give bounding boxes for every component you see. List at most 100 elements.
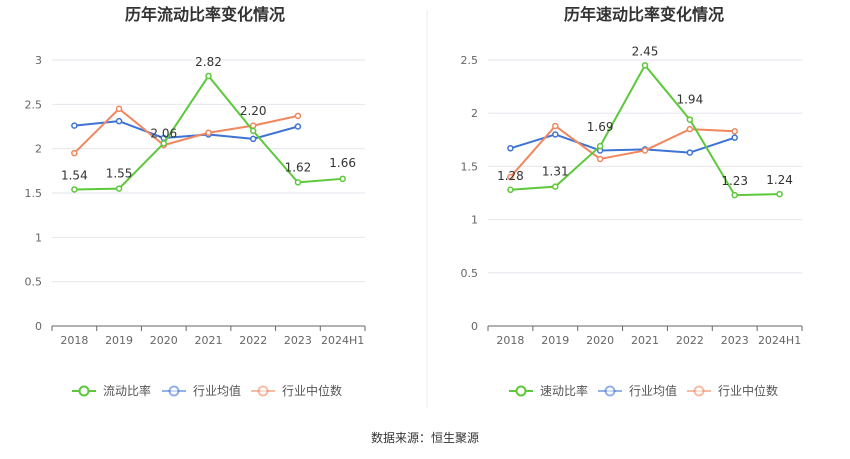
legend-marker-icon xyxy=(257,385,269,397)
series-line-industry-average xyxy=(74,120,299,140)
y-tick-label: 2.5 xyxy=(461,54,479,67)
x-tick-label: 2023 xyxy=(721,334,749,347)
data-label: 1.55 xyxy=(106,167,133,181)
data-point[interactable] xyxy=(71,149,78,157)
data-point[interactable] xyxy=(115,105,123,113)
data-point[interactable] xyxy=(596,155,604,163)
x-tick-label: 2020 xyxy=(150,334,178,347)
legend-label: 行业中位数 xyxy=(282,383,342,398)
data-point[interactable] xyxy=(686,149,694,156)
series-line-industry-median xyxy=(509,124,735,178)
x-tick-label: 2019 xyxy=(541,334,569,347)
data-point[interactable] xyxy=(686,116,694,123)
y-tick-label: 1 xyxy=(35,231,42,244)
data-point[interactable] xyxy=(249,135,257,143)
data-point[interactable] xyxy=(160,140,168,147)
y-tick-label: 1.5 xyxy=(25,187,43,200)
data-label: 1.94 xyxy=(676,93,703,107)
x-tick-label: 2020 xyxy=(586,334,614,347)
chart-title: 历年流动比率变化情况 xyxy=(125,5,285,24)
x-tick-label: 2024H1 xyxy=(758,334,801,347)
data-point[interactable] xyxy=(507,173,514,181)
data-point[interactable] xyxy=(552,122,559,130)
legend-marker-icon xyxy=(604,385,616,397)
data-point[interactable] xyxy=(249,127,257,135)
x-tick-label: 2021 xyxy=(195,334,223,347)
data-point[interactable] xyxy=(115,185,123,192)
x-tick-label: 2021 xyxy=(631,334,659,347)
data-point[interactable] xyxy=(552,183,559,190)
x-tick-label: 2018 xyxy=(496,334,524,347)
y-tick-label: 0 xyxy=(471,320,478,333)
legend-marker-icon xyxy=(693,385,705,397)
data-point[interactable] xyxy=(294,123,302,130)
x-tick-label: 2023 xyxy=(284,334,312,347)
y-tick-label: 2 xyxy=(471,107,478,120)
legend-item[interactable]: 行业均值 xyxy=(598,383,677,398)
series-line-industry-average xyxy=(510,133,736,154)
data-point[interactable] xyxy=(71,122,78,129)
data-point[interactable] xyxy=(205,72,212,80)
legend-marker-icon xyxy=(78,385,90,397)
legend-item[interactable]: 行业中位数 xyxy=(687,383,778,398)
data-label: 2.82 xyxy=(195,55,222,69)
data-label: 2.45 xyxy=(632,44,659,58)
data-label: 1.69 xyxy=(587,120,614,134)
x-tick-label: 2018 xyxy=(60,334,88,347)
legend-item[interactable]: 流动比率 xyxy=(72,383,151,398)
data-point[interactable] xyxy=(339,175,346,183)
data-label: 2.06 xyxy=(150,126,177,140)
data-point[interactable] xyxy=(71,186,78,193)
x-tick-label: 2019 xyxy=(105,334,133,347)
data-point[interactable] xyxy=(731,128,738,135)
y-tick-label: 2 xyxy=(35,143,42,156)
legend-item[interactable]: 速动比率 xyxy=(509,383,588,398)
data-point[interactable] xyxy=(507,145,514,152)
legend-label: 流动比率 xyxy=(103,383,151,398)
data-label: 1.54 xyxy=(61,168,88,182)
legend-label: 行业均值 xyxy=(629,383,677,398)
legend-label: 速动比率 xyxy=(540,383,588,398)
data-point[interactable] xyxy=(552,131,559,138)
y-tick-label: 1.5 xyxy=(461,160,479,173)
data-point[interactable] xyxy=(205,129,212,136)
data-point[interactable] xyxy=(596,142,604,150)
data-point[interactable] xyxy=(731,134,738,141)
data-point[interactable] xyxy=(294,179,302,186)
legend-label: 行业均值 xyxy=(193,383,241,398)
x-tick-label: 2022 xyxy=(239,334,267,347)
x-tick-label: 2022 xyxy=(676,334,704,347)
series-line-industry-median xyxy=(73,107,299,154)
data-point[interactable] xyxy=(115,117,123,125)
y-tick-label: 3 xyxy=(35,54,42,67)
data-label: 1.24 xyxy=(766,173,793,187)
data-point[interactable] xyxy=(294,112,302,120)
data-point[interactable] xyxy=(507,186,514,194)
legend-item[interactable]: 行业中位数 xyxy=(251,383,342,398)
x-tick-label: 2024H1 xyxy=(321,334,364,347)
y-tick-label: 0.5 xyxy=(461,267,479,280)
data-label: 2.20 xyxy=(240,104,267,118)
data-label: 1.31 xyxy=(542,165,569,179)
data-label: 1.62 xyxy=(285,160,312,174)
data-point[interactable] xyxy=(641,62,649,69)
data-point[interactable] xyxy=(731,191,738,199)
y-tick-label: 1 xyxy=(471,214,478,227)
current-ratio-chart: 历年流动比率变化情况 0 0.5 1 1.5 2 2.5 3 2018 2019 2020 2021 2… xyxy=(25,5,366,398)
quick-ratio-chart: 历年速动比率变化情况 0 0.5 1 1.5 2 2.5 2018 2019 2020 2021 20… xyxy=(461,5,803,398)
data-label: 1.28 xyxy=(497,169,524,183)
legend-item[interactable]: 行业均值 xyxy=(162,383,241,398)
y-tick-label: 0.5 xyxy=(25,276,43,289)
data-label: 1.66 xyxy=(329,156,356,170)
data-source: 数据来源：恒生聚源 xyxy=(371,430,479,445)
legend-marker-icon xyxy=(515,385,527,397)
chart-title: 历年速动比率变化情况 xyxy=(564,5,724,24)
y-tick-label: 0 xyxy=(35,320,42,333)
legend-label: 行业中位数 xyxy=(718,383,778,398)
y-tick-label: 2.5 xyxy=(25,98,43,111)
data-label: 1.23 xyxy=(721,174,748,188)
data-point[interactable] xyxy=(776,190,783,198)
data-point[interactable] xyxy=(641,147,649,154)
data-point[interactable] xyxy=(686,125,694,133)
